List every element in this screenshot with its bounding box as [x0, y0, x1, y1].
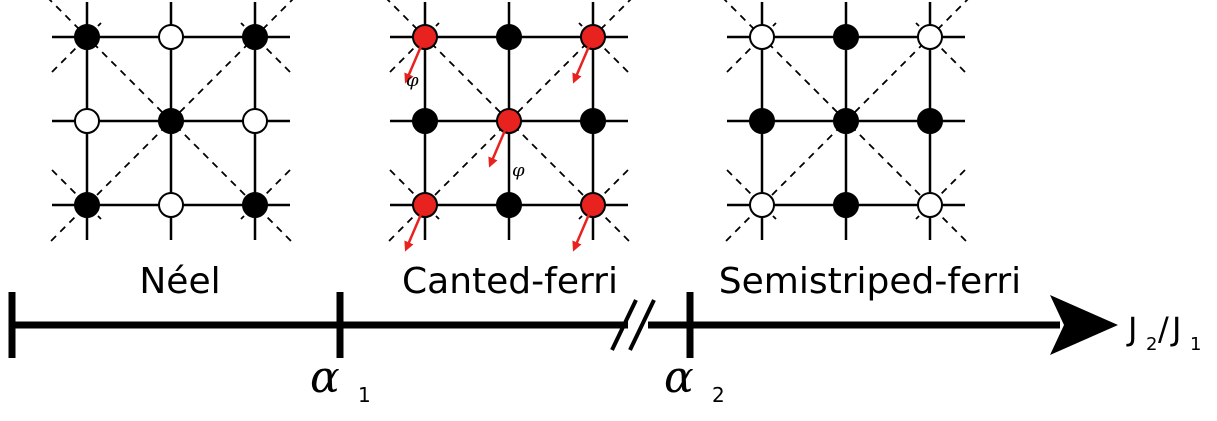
- axis-arrowhead: [1050, 295, 1118, 355]
- spin-direction-arrow: [572, 36, 595, 84]
- spin-site-open: [749, 24, 775, 50]
- svg-text:α: α: [310, 352, 340, 403]
- spin-site-filled: [158, 108, 184, 134]
- panel-canted-ferri: [384, 0, 634, 252]
- spin-site-filled: [242, 192, 268, 218]
- spin-direction-arrow: [404, 204, 427, 252]
- axis-label-ratio: J 2 / J 1: [1126, 310, 1201, 355]
- spin-site-filled: [242, 24, 268, 50]
- axis-break-marks: [610, 299, 656, 351]
- panel-semistriped-ferri: [721, 0, 971, 246]
- phase-label-neel: Néel: [139, 261, 220, 302]
- spin-site-open: [749, 192, 775, 218]
- phase-axis: [8, 292, 1118, 358]
- phase-label-canted-ferri: Canted-ferri: [402, 261, 618, 302]
- svg-text:/: /: [1158, 310, 1169, 348]
- svg-text:α: α: [664, 352, 694, 403]
- phase-label-semistriped-ferri: Semistriped-ferri: [719, 261, 1021, 302]
- spin-site-filled: [74, 192, 100, 218]
- svg-text:J: J: [1170, 310, 1181, 348]
- spin-site-filled: [496, 24, 522, 50]
- spin-site-open: [158, 24, 184, 50]
- spin-site-open: [158, 192, 184, 218]
- spin-direction-arrow: [488, 120, 511, 168]
- panel-neel: [46, 0, 296, 246]
- spin-site-open: [917, 192, 943, 218]
- svg-text:1: 1: [1190, 334, 1201, 355]
- spin-site-filled: [580, 108, 606, 134]
- spin-site-filled: [412, 108, 438, 134]
- neel-spins: [74, 24, 268, 218]
- spin-site-open: [917, 24, 943, 50]
- spin-site-filled: [74, 24, 100, 50]
- spin-site-filled: [833, 24, 859, 50]
- alpha2-label: α 2: [664, 352, 725, 407]
- angle-phi-center: φ: [512, 160, 525, 181]
- spin-direction-arrow: [404, 36, 427, 84]
- spin-direction-arrow: [572, 204, 595, 252]
- alpha1-label: α 1: [310, 352, 371, 407]
- spin-site-filled: [833, 192, 859, 218]
- svg-text:J: J: [1126, 310, 1137, 348]
- canted-ferri-spins: [412, 24, 606, 218]
- svg-text:1: 1: [358, 383, 371, 407]
- spin-site-open: [242, 108, 268, 134]
- spin-site-filled: [496, 192, 522, 218]
- angle-phi-top: φ: [406, 70, 419, 91]
- svg-text:2: 2: [1146, 334, 1157, 355]
- semistriped-ferri-spins: [749, 24, 943, 218]
- spin-site-open: [74, 108, 100, 134]
- svg-text:2: 2: [712, 383, 725, 407]
- spin-site-filled: [917, 108, 943, 134]
- canted-ferri-arrows: [404, 36, 595, 252]
- spin-site-filled: [749, 108, 775, 134]
- spin-site-filled: [833, 108, 859, 134]
